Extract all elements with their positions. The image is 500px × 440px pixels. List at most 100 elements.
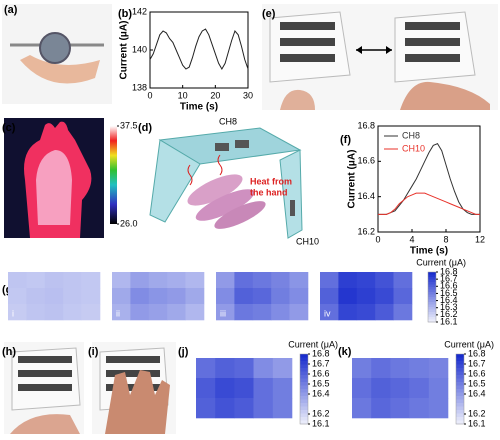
heatmap-cell bbox=[185, 288, 205, 305]
colorbar-segment bbox=[300, 413, 308, 418]
heatmap-cell bbox=[253, 398, 274, 419]
heatmap-sublabel: iii bbox=[220, 308, 226, 318]
plot-frame bbox=[377, 125, 481, 233]
colorbar-label: 16.1 bbox=[440, 316, 458, 326]
channel-label: CH8 bbox=[219, 116, 237, 126]
heatmap-cell bbox=[390, 358, 410, 379]
line bbox=[378, 143, 480, 215]
panel-label: (a) bbox=[4, 4, 18, 16]
heatmap-sublabel: ii bbox=[116, 308, 120, 318]
y-axis-label: Current (μA) bbox=[119, 21, 130, 80]
legend-label: CH10 bbox=[402, 143, 425, 153]
panel-label: (k) bbox=[338, 346, 352, 358]
heatmap-cell bbox=[234, 272, 254, 289]
colorbar-segment bbox=[456, 361, 464, 365]
heatmap-cell bbox=[148, 304, 168, 321]
panel-label: (h) bbox=[2, 346, 16, 358]
heatmap-cell bbox=[8, 272, 27, 289]
heatmap-cell bbox=[167, 272, 186, 289]
heatmap-cell bbox=[371, 398, 391, 419]
colorbar-label: 16.2 bbox=[440, 309, 458, 319]
colorbar-segment bbox=[456, 413, 464, 418]
channel-label: CH10 bbox=[296, 236, 319, 246]
panel-label: (j) bbox=[178, 346, 189, 358]
colorbar-segment bbox=[300, 399, 308, 404]
colorbar-segment bbox=[428, 287, 436, 290]
heatmap-cell bbox=[252, 288, 272, 305]
heatmap-cell bbox=[428, 398, 449, 419]
heatmap-cell bbox=[320, 272, 339, 289]
heatmap-cell bbox=[272, 398, 293, 419]
heatmap-cell bbox=[393, 288, 413, 305]
colorbar-segment bbox=[428, 319, 436, 323]
colorbar-segment bbox=[300, 368, 308, 372]
heatmap-cell bbox=[272, 378, 293, 399]
colorbar-label: 16.7 bbox=[468, 358, 486, 368]
heatmap-cell bbox=[130, 304, 150, 321]
x-tick-label: 8 bbox=[443, 234, 448, 244]
heatmap-cell bbox=[196, 398, 216, 419]
heatmap-cell bbox=[409, 398, 430, 419]
colorbar-title: Current (μA) bbox=[416, 257, 466, 267]
panel-label: (e) bbox=[262, 8, 276, 20]
colorbar-label: 16.1 bbox=[312, 418, 330, 428]
heatmap-cell bbox=[375, 304, 394, 321]
photo-a bbox=[2, 4, 112, 104]
line bbox=[149, 28, 249, 71]
heatmap-cell bbox=[167, 304, 186, 321]
heatmap-cell bbox=[271, 304, 290, 321]
heatmap-cell bbox=[26, 272, 46, 289]
colorbar-segment bbox=[456, 399, 464, 404]
heatmap-cell bbox=[272, 358, 293, 379]
colorbar-label: 16.8 bbox=[440, 266, 458, 276]
colorbar-label: 26.0 bbox=[120, 218, 138, 228]
heatmap-cell bbox=[196, 378, 216, 399]
colorbar-segment bbox=[456, 364, 464, 369]
heatmap-cell bbox=[338, 288, 358, 305]
heatmap-cell bbox=[371, 358, 391, 379]
colorbar-label: 16.8 bbox=[312, 348, 330, 358]
heatmap-cell bbox=[252, 272, 272, 289]
heatmap-cell bbox=[26, 288, 46, 305]
heatmap-cell bbox=[81, 288, 101, 305]
heatmap-cell bbox=[63, 288, 82, 305]
colorbar-segment bbox=[456, 410, 464, 414]
y-tick-label: 142 bbox=[132, 6, 147, 16]
heatmap-cell bbox=[428, 378, 449, 399]
colorbar-segment bbox=[456, 382, 464, 386]
heatmap-cell bbox=[289, 272, 309, 289]
colorbar-segment bbox=[300, 364, 308, 369]
colorbar-label: 16.6 bbox=[312, 368, 330, 378]
colorbar-label: 16.5 bbox=[440, 288, 458, 298]
heatmap-cell bbox=[26, 304, 46, 321]
colorbar-label: 16.5 bbox=[468, 378, 486, 388]
heatmap-cell bbox=[338, 304, 358, 321]
heatmap-cell bbox=[320, 304, 339, 321]
colorbar-segment bbox=[456, 375, 464, 379]
heatmap-cell bbox=[393, 272, 413, 289]
colorbar-segment bbox=[428, 314, 436, 318]
heatmap-cell bbox=[390, 398, 410, 419]
x-tick-label: 12 bbox=[475, 234, 485, 244]
heatmap-cell bbox=[234, 398, 254, 419]
x-tick-label: 20 bbox=[210, 90, 220, 100]
colorbar-segment bbox=[428, 317, 436, 320]
colorbar-label: 16.3 bbox=[440, 302, 458, 312]
colorbar-segment bbox=[300, 382, 308, 386]
y-tick-label: 140 bbox=[132, 44, 147, 54]
panel-label: (i) bbox=[88, 346, 99, 358]
colorbar-segment bbox=[300, 389, 308, 393]
x-tick-label: 30 bbox=[243, 90, 253, 100]
heatmap-cell bbox=[352, 358, 372, 379]
colorbar-frame bbox=[299, 353, 309, 425]
colorbar-segment bbox=[428, 294, 436, 298]
colorbar-title: Current (μA) bbox=[288, 339, 338, 349]
heatmap-cell bbox=[8, 288, 27, 305]
colorbar-segment bbox=[456, 406, 464, 411]
heatmap-cell bbox=[216, 288, 235, 305]
colorbar-segment bbox=[456, 396, 464, 400]
heatmap-cell bbox=[252, 304, 272, 321]
colorbar-segment bbox=[456, 392, 464, 397]
heatmap-cell bbox=[289, 288, 309, 305]
